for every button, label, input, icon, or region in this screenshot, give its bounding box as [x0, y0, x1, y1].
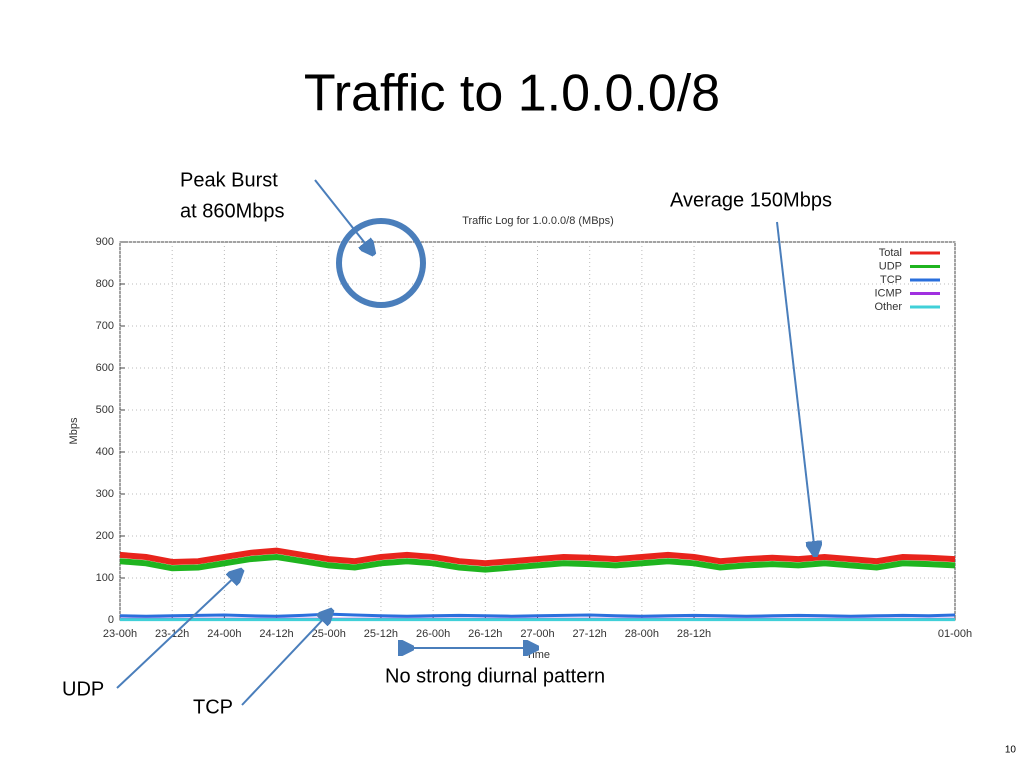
- x-tick-label: 23-12h: [155, 628, 189, 640]
- annotation: Average 150Mbps: [670, 189, 832, 211]
- y-tick-label: 100: [96, 572, 114, 584]
- page-number: 10: [1005, 745, 1017, 756]
- x-tick-label: 26-00h: [416, 628, 450, 640]
- annotation: No strong diurnal pattern: [385, 665, 605, 687]
- y-tick-label: 200: [96, 530, 114, 542]
- arrow: [314, 179, 372, 252]
- peak-circle: [336, 218, 426, 308]
- legend-label: Other: [874, 301, 902, 313]
- annotation: Peak Burst: [180, 169, 278, 191]
- x-tick-label: 24-00h: [207, 628, 241, 640]
- plot: 0 100 200 300 400 500 600 700 800 900 23-00h 23-12h…: [96, 236, 972, 640]
- annotation: at 860Mbps: [180, 200, 285, 222]
- x-tick-label: 26-12h: [468, 628, 502, 640]
- annotation: UDP: [62, 678, 104, 700]
- legend-label: UDP: [879, 260, 902, 272]
- legend-label: Total: [879, 247, 902, 259]
- y-tick-label: 300: [96, 488, 114, 500]
- slide-title: Traffic to 1.0.0.0/8: [304, 65, 720, 123]
- y-tick-label: 500: [96, 404, 114, 416]
- x-tick-label: 23-00h: [103, 628, 137, 640]
- series-line: [119, 553, 956, 573]
- arrow: [241, 612, 330, 706]
- y-tick-label: 800: [96, 278, 114, 290]
- y-tick-label: 400: [96, 446, 114, 458]
- x-tick-label: 27-12h: [573, 628, 607, 640]
- y-tick-label: 900: [96, 236, 114, 248]
- chart-title: Traffic Log for 1.0.0.0/8 (MBps): [462, 215, 614, 227]
- y-axis-label: Mbps: [68, 417, 80, 444]
- callouts: [116, 179, 815, 706]
- arrow: [116, 572, 240, 689]
- annotation: TCP: [193, 696, 233, 718]
- x-tick-label: 01-00h: [938, 628, 972, 640]
- x-tick-label: 25-00h: [312, 628, 346, 640]
- x-axis-label: Time: [526, 649, 550, 661]
- x-tick-label: 28-12h: [677, 628, 711, 640]
- legend-label: ICMP: [875, 287, 903, 299]
- x-tick-label: 24-12h: [259, 628, 293, 640]
- y-tick-label: 0: [108, 614, 114, 626]
- x-tick-label: 25-12h: [364, 628, 398, 640]
- arrow: [776, 221, 815, 553]
- x-tick-label: 28-00h: [625, 628, 659, 640]
- x-tick-label: 27-00h: [520, 628, 554, 640]
- legend-label: TCP: [880, 274, 902, 286]
- series-line: [119, 612, 956, 618]
- y-tick-label: 600: [96, 362, 114, 374]
- y-tick-label: 700: [96, 320, 114, 332]
